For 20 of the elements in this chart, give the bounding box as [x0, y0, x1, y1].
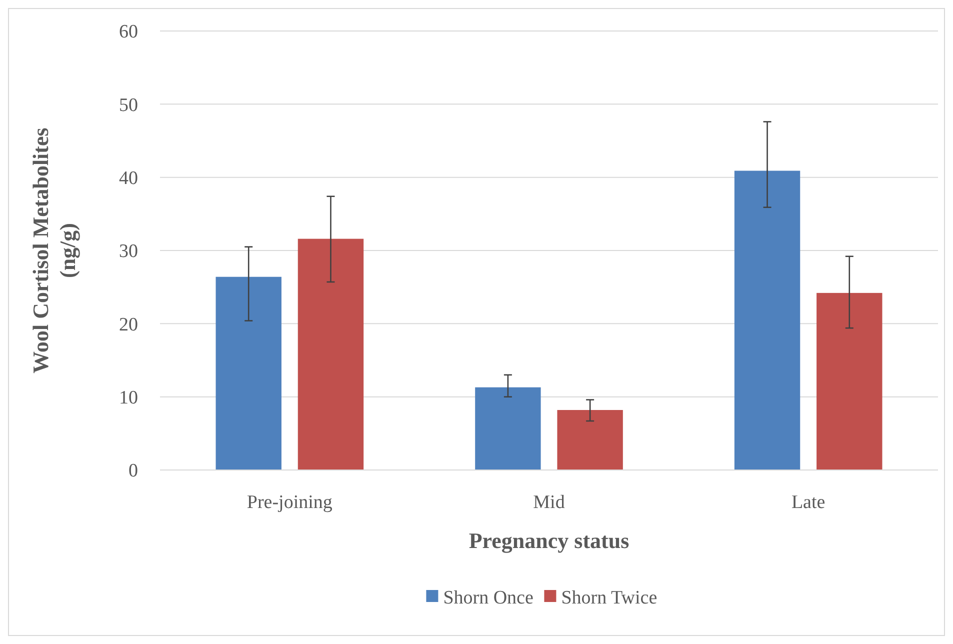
y-tick-label: 0 [128, 460, 138, 482]
y-axis-title: Wool Cortisol Metabolites (ng/g) [28, 127, 80, 374]
bar [216, 276, 282, 470]
legend-label: Shorn Twice [561, 588, 658, 609]
x-tick-label: Late [791, 492, 826, 513]
bar [816, 292, 882, 470]
bar [734, 170, 800, 470]
x-tick-label: Mid [533, 492, 566, 513]
bar [557, 410, 623, 470]
x-axis-title: Pregnancy status [468, 528, 630, 553]
y-tick-label: 50 [119, 94, 138, 116]
y-tick-label: 40 [119, 168, 138, 189]
x-tick-label: Pre-joining [246, 492, 333, 513]
y-tick-label: 60 [119, 22, 138, 43]
bar [475, 387, 541, 470]
y-tick-label: 30 [119, 241, 138, 262]
legend-label: Shorn Once [443, 588, 534, 609]
bar [298, 238, 364, 470]
y-tick-label: 10 [119, 387, 138, 408]
y-tick-label: 20 [119, 314, 138, 336]
